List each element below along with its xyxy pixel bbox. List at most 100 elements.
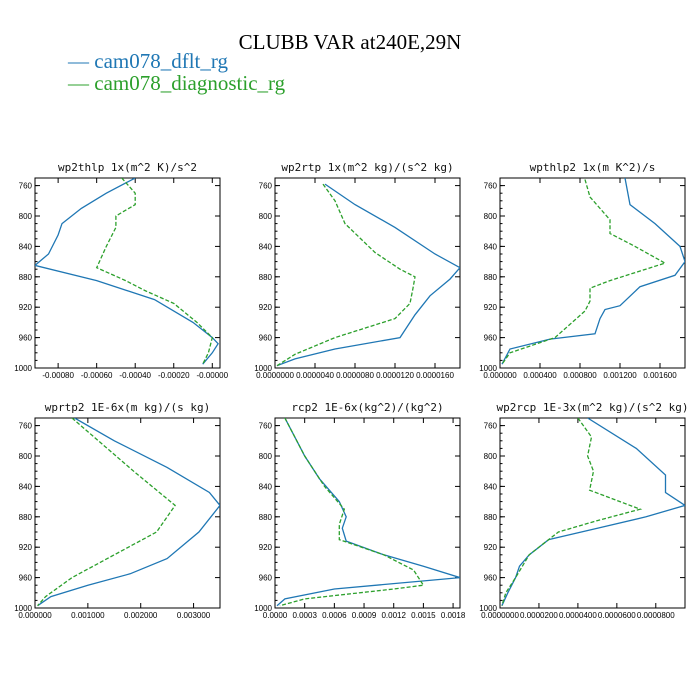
y-tick-label: 880 <box>19 513 33 522</box>
x-tick-label: 0.0009 <box>352 611 377 620</box>
x-tick-label: -0.00080 <box>42 371 74 380</box>
x-tick-label: 0.0000160 <box>416 371 454 380</box>
series-line-dflt <box>276 418 460 607</box>
legend-swatch-diagnostic: — <box>68 71 95 95</box>
panel-title: wp2thlp 1x(m^2 K)/s^2 <box>58 161 197 174</box>
legend-label-dflt: cam078_dflt_rg <box>94 49 229 73</box>
y-tick-label: 800 <box>259 212 273 221</box>
y-tick-label: 960 <box>19 574 33 583</box>
chart-panel-5: rcp2 1E-6x(kg^2)/(kg^2) 760 800 840 880 920 96… <box>254 401 466 620</box>
y-tick-label: 760 <box>19 422 33 431</box>
x-tick-label: 0.0000400 <box>559 611 597 620</box>
y-tick-label: 920 <box>259 303 273 312</box>
series-line-diagnostic <box>501 418 643 606</box>
x-tick-label: 0.0015 <box>411 611 436 620</box>
y-tick-label: 1000 <box>479 604 497 613</box>
x-tick-label: 0.0000000 <box>256 371 294 380</box>
x-tick-label: 0.0000120 <box>376 371 414 380</box>
chart-panel-1: wp2thlp 1x(m^2 K)/s^2 760 800 840 880 920 960 1… <box>14 161 228 380</box>
chart-panel-2: wp2rtp 1x(m^2 kg)/(s^2 kg) 760 800 840 880 92… <box>254 161 461 380</box>
y-tick-label: 880 <box>19 273 33 282</box>
y-tick-label: 880 <box>484 513 498 522</box>
x-tick-label: -0.00000 <box>196 371 228 380</box>
x-tick-label: 0.0000080 <box>336 371 374 380</box>
y-tick-label: 800 <box>19 212 33 221</box>
y-tick-label: 1000 <box>254 604 272 613</box>
series-line-dflt <box>501 178 685 365</box>
y-tick-label: 920 <box>259 543 273 552</box>
y-tick-label: 840 <box>259 482 273 491</box>
chart-panel-6: wp2rcp 1E-3x(m^2 kg)/(s^2 kg) 760 800 840 88… <box>479 401 688 620</box>
x-tick-label: 0.0000200 <box>520 611 558 620</box>
panel-title: wp2rcp 1E-3x(m^2 kg)/(s^2 kg) <box>496 401 688 414</box>
y-tick-label: 960 <box>259 334 273 343</box>
y-tick-label: 840 <box>484 242 498 251</box>
y-tick-label: 960 <box>259 574 273 583</box>
x-tick-label: 0.001000 <box>71 611 105 620</box>
y-tick-label: 760 <box>259 422 273 431</box>
legend-label-diagnostic: cam078_diagnostic_rg <box>94 71 286 95</box>
x-tick-label: 0.001600 <box>643 371 677 380</box>
x-tick-label: 0.0000800 <box>637 611 675 620</box>
y-tick-label: 840 <box>484 482 498 491</box>
legend-item-diagnostic: — cam078_diagnostic_rg <box>68 72 285 94</box>
x-tick-label: 0.0012 <box>381 611 406 620</box>
figure-title: CLUBB VAR at240E,29N <box>238 30 462 54</box>
y-tick-label: 800 <box>484 452 498 461</box>
y-tick-label: 760 <box>484 182 498 191</box>
x-tick-label: 0.0000040 <box>296 371 334 380</box>
x-tick-label: -0.00020 <box>158 371 190 380</box>
y-tick-label: 840 <box>19 482 33 491</box>
series-line-diagnostic <box>276 183 416 367</box>
series-line-dflt <box>501 418 685 606</box>
x-tick-label: 0.002000 <box>124 611 158 620</box>
y-tick-label: 800 <box>19 452 33 461</box>
y-tick-label: 800 <box>484 212 498 221</box>
y-tick-label: 880 <box>259 273 273 282</box>
chart-panel-3: wpthlp2 1x(m K^2)/s 760 800 840 880 920 960 100… <box>479 161 686 380</box>
series-line-diagnostic <box>37 418 176 607</box>
y-tick-label: 920 <box>484 303 498 312</box>
y-tick-label: 1000 <box>254 364 272 373</box>
y-tick-label: 920 <box>19 543 33 552</box>
x-tick-label: 0.000800 <box>563 371 597 380</box>
y-tick-label: 920 <box>484 543 498 552</box>
y-tick-label: 840 <box>19 242 33 251</box>
panel-title: wprtp2 1E-6x(m kg)/(s kg) <box>45 401 211 414</box>
series-line-dflt <box>276 183 460 367</box>
y-tick-label: 880 <box>259 513 273 522</box>
y-tick-label: 1000 <box>479 364 497 373</box>
series-line-dflt <box>37 418 220 607</box>
y-tick-label: 760 <box>19 182 33 191</box>
x-tick-label: 0.0000600 <box>598 611 636 620</box>
y-tick-label: 1000 <box>14 604 32 613</box>
y-tick-label: 920 <box>19 303 33 312</box>
series-line-diagnostic <box>279 418 425 607</box>
x-tick-label: -0.00060 <box>81 371 113 380</box>
y-tick-label: 880 <box>484 273 498 282</box>
x-tick-label: -0.00040 <box>119 371 151 380</box>
panel-title: wpthlp2 1x(m K^2)/s <box>530 161 656 174</box>
plot-frame <box>274 177 461 369</box>
plot-frame <box>34 177 221 369</box>
x-tick-label: 0.000000 <box>483 371 517 380</box>
y-tick-label: 840 <box>259 242 273 251</box>
x-tick-label: 0.000000 <box>18 611 52 620</box>
x-tick-label: 0.003000 <box>177 611 211 620</box>
x-tick-label: 0.001200 <box>603 371 637 380</box>
y-tick-label: 760 <box>259 182 273 191</box>
y-tick-label: 1000 <box>14 364 32 373</box>
y-tick-label: 960 <box>484 574 498 583</box>
x-tick-label: 0.0018 <box>441 611 466 620</box>
y-tick-label: 800 <box>259 452 273 461</box>
legend-item-dflt: — cam078_dflt_rg <box>68 50 285 72</box>
panel-title: rcp2 1E-6x(kg^2)/(kg^2) <box>291 401 443 414</box>
series-line-dflt <box>35 178 219 365</box>
chart-panel-4: wprtp2 1E-6x(m kg)/(s kg) 760 800 840 880 920… <box>14 401 221 620</box>
series-line-diagnostic <box>95 178 214 365</box>
x-tick-label: 0.0006 <box>322 611 347 620</box>
plot-frame <box>499 417 686 609</box>
series-line-diagnostic <box>501 179 667 365</box>
plot-frame <box>274 417 461 609</box>
